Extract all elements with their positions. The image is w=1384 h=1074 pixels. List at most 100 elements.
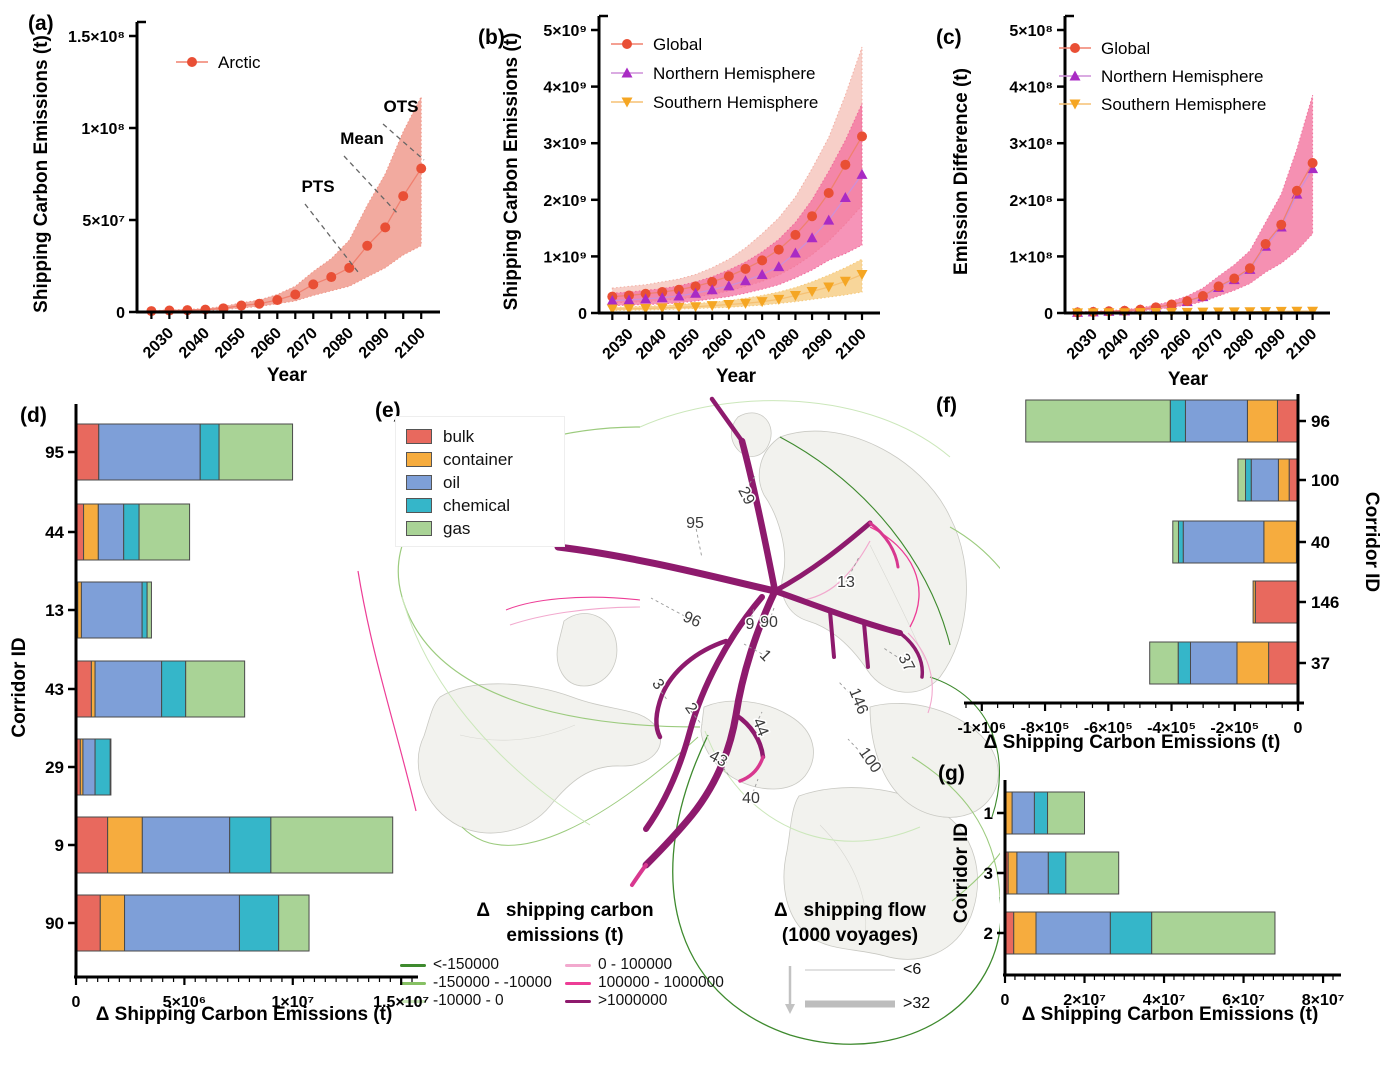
delta-symbol: Δ [774, 900, 788, 921]
emissions-legend-item: 0 - 100000 [565, 956, 730, 974]
x-tick-label: -1×10⁶ [957, 720, 1006, 737]
line-swatch-icon [565, 981, 591, 985]
bar-2-oil [1035, 911, 1111, 955]
x-tick-label: 5×10⁶ [163, 994, 206, 1011]
y-tick-label: 0 [578, 306, 587, 323]
y-tick-label: 1×10⁸ [1009, 249, 1053, 266]
panel-a-chart: 05×10⁷1×10⁸1.5×10⁸2030204020502060207020… [28, 12, 440, 386]
x-tick-label: 2040 [633, 326, 670, 363]
bar-100-gas [1237, 458, 1247, 502]
bar-40-gas [1172, 520, 1179, 564]
bar-1-gas [1047, 791, 1086, 835]
emissions-legend-label: <-150000 [433, 956, 499, 973]
x-tick-label: 2080 [1221, 326, 1258, 363]
bar-29-chemical [94, 738, 111, 796]
y-tick-label: 5×10⁹ [543, 23, 587, 40]
cargo-type-legend: bulk container oil chemical gas [395, 416, 565, 547]
cargo-legend-label: container [443, 449, 513, 469]
bar-96-oil [1184, 399, 1248, 443]
category-label: 2 [984, 924, 993, 943]
routes-arctic-magenta [554, 396, 925, 869]
cargo-legend-item-gas: gas [406, 517, 564, 540]
category-label: 43 [45, 680, 64, 699]
panel-f-chart: 96 100 40 146 37 -1×10⁶ -8×10⁵ -6×10⁵ -4×10⁵ -2×1… [936, 394, 1382, 753]
y-axis-title: Shipping Carbon Emissions (t) [31, 35, 52, 313]
chemical-swatch-icon [406, 498, 432, 513]
flow-max-label: >32 [903, 995, 931, 1012]
bar-13-chemical [141, 581, 148, 639]
cargo-legend-item-oil: oil [406, 471, 564, 494]
cargo-legend-label: gas [443, 518, 471, 538]
bar-43-container [90, 660, 96, 718]
bar-95-bulk [75, 423, 100, 481]
x-tick-label: 2080 [320, 325, 357, 362]
line-swatch-icon [565, 963, 591, 967]
cargo-legend-item-bulk: bulk [406, 425, 564, 448]
flow-legend-title: Δ shipping flow (1000 voyages) [774, 900, 926, 946]
x-axis-title: Year [716, 366, 757, 387]
bar-9-oil [141, 816, 231, 874]
cargo-legend-label: bulk [443, 426, 475, 446]
y-tick-label: 3×10⁹ [543, 136, 587, 153]
panel-label-d: (d) [20, 404, 47, 427]
bar-3-container [1007, 851, 1018, 895]
x-tick-label: -4×10⁵ [1147, 720, 1196, 737]
flow-scale-graphic [785, 966, 895, 1014]
panel-label-b: (b) [478, 26, 505, 49]
bar-9-container [107, 816, 143, 874]
bar-40-oil [1182, 520, 1265, 564]
x-tick-label: 0 [1001, 992, 1010, 1009]
y-axis-title: Shipping Carbon Emissions (t) [501, 33, 522, 311]
x-tick-label: 2×10⁷ [1063, 992, 1106, 1009]
emissions-legend-label: 100000 - 1000000 [598, 974, 724, 991]
bar-13-oil [80, 581, 143, 639]
x-axis-title: Δ Shipping Carbon Emissions (t) [1022, 1004, 1319, 1025]
x-tick-label: 6×10⁷ [1222, 992, 1265, 1009]
y-tick-label: 5×10⁷ [82, 213, 125, 230]
bar-37-oil [1189, 641, 1238, 685]
x-tick-label: -8×10⁵ [1021, 720, 1070, 737]
panel-label-c: (c) [936, 26, 962, 49]
map-corridor-label-96: 96 [680, 609, 703, 632]
legend-label: Global [653, 35, 702, 54]
bar-3-oil [1016, 851, 1049, 895]
routes-pink-overlay [630, 521, 900, 887]
category-label: 96 [1311, 412, 1330, 431]
x-tick-label: 2070 [1189, 326, 1226, 363]
x-tick-label: 2100 [1283, 326, 1320, 363]
bar-9-bulk [75, 816, 109, 874]
corridor-label-leaders [650, 474, 903, 799]
bar-100-oil [1250, 458, 1279, 502]
x-tick-label: 2030 [140, 325, 177, 362]
gas-swatch-icon [406, 521, 432, 536]
category-label: 9 [55, 836, 64, 855]
bulk-swatch-icon [406, 429, 432, 444]
bar-13-gas [146, 581, 152, 639]
x-tick-label: 0 [72, 994, 81, 1011]
line-swatch-icon [565, 999, 591, 1003]
bar-9-gas [270, 816, 394, 874]
panel-label-a: (a) [28, 12, 54, 35]
emissions-legend-item: <-150000 [400, 956, 565, 974]
bar-96-gas [1025, 399, 1171, 443]
y-tick-label: 1.5×10⁸ [68, 29, 125, 46]
bar-44-gas [138, 503, 191, 561]
category-label: 1 [984, 804, 993, 823]
category-label: 3 [984, 864, 993, 883]
x-tick-label: 2090 [799, 326, 836, 363]
map-corridor-label-40: 40 [742, 790, 760, 807]
y-tick-label: 4×10⁹ [543, 80, 587, 97]
flow-arrow-icon [785, 1004, 795, 1014]
bar-43-bulk [75, 660, 92, 718]
container-swatch-icon [406, 452, 432, 467]
legend-label: Northern Hemisphere [1101, 67, 1264, 86]
y-tick-label: 0 [1044, 306, 1053, 323]
legend-label: Southern Hemisphere [653, 93, 818, 112]
y-axis-title: Corridor ID [9, 637, 30, 737]
bar-40-container [1263, 520, 1297, 564]
bar-43-oil [94, 660, 163, 718]
bar-44-oil [97, 503, 125, 561]
y-tick-label: 4×10⁸ [1009, 80, 1053, 97]
